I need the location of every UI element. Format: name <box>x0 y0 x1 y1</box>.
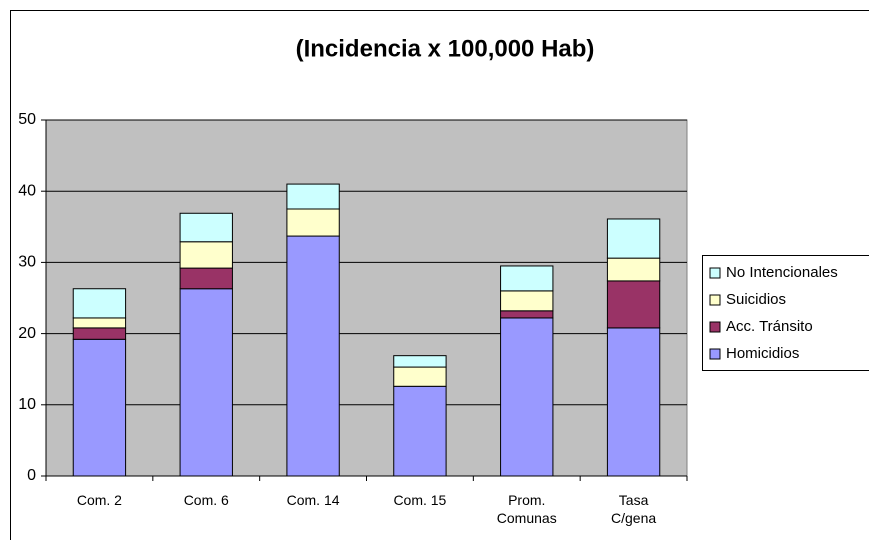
bar-segment <box>606 327 661 477</box>
bar-segment <box>72 288 127 319</box>
y-tick-label: 40 <box>18 182 36 199</box>
bar-segment <box>606 218 661 259</box>
bar-segment <box>500 290 554 312</box>
y-tick-label: 50 <box>18 111 36 128</box>
legend-label: Suicidios <box>726 291 786 308</box>
bar-segment <box>72 317 127 329</box>
plot-area <box>45 119 688 477</box>
x-tick-label: Com. 2 <box>76 492 122 508</box>
bar-segment <box>72 327 127 340</box>
bar-segment <box>179 288 233 477</box>
y-tick-label: 10 <box>18 396 36 413</box>
bar-segment <box>72 338 127 477</box>
bar-segment <box>179 212 233 243</box>
bar-segment <box>179 241 233 269</box>
x-tick-label: Com. 15 <box>393 492 447 508</box>
bar-segment <box>500 310 554 319</box>
legend-swatch <box>709 294 721 306</box>
legend-label: No Intencionales <box>726 264 838 281</box>
bar-segment <box>393 366 447 387</box>
legend-swatch <box>709 267 721 279</box>
bar-segment <box>500 317 554 477</box>
bar-segment <box>606 257 661 282</box>
x-tick-label: Prom. Comunas <box>496 492 557 526</box>
y-tick-label: 20 <box>18 325 36 342</box>
x-tick-label: Com. 14 <box>286 492 340 508</box>
legend-label: Acc. Tránsito <box>726 318 813 335</box>
legend-swatch <box>709 348 721 360</box>
y-tick-label: 30 <box>18 254 36 271</box>
bar-segment <box>393 355 447 368</box>
bar-segment <box>286 208 340 237</box>
bar-segment <box>286 235 340 477</box>
legend-box <box>702 255 869 371</box>
chart-title: (Incidencia x 100,000 Hab) <box>296 35 595 62</box>
bar-segment <box>393 385 447 477</box>
x-tick-label: Com. 6 <box>183 492 229 508</box>
bar-segment <box>500 265 554 292</box>
x-tick-label: Tasa C/gena <box>611 492 657 526</box>
bar-segment <box>179 267 233 290</box>
legend-label: Homicidios <box>726 345 799 362</box>
bar-segment <box>286 183 340 210</box>
legend-swatch <box>709 321 721 333</box>
y-tick-label: 0 <box>27 467 36 484</box>
bar-segment <box>606 280 661 329</box>
